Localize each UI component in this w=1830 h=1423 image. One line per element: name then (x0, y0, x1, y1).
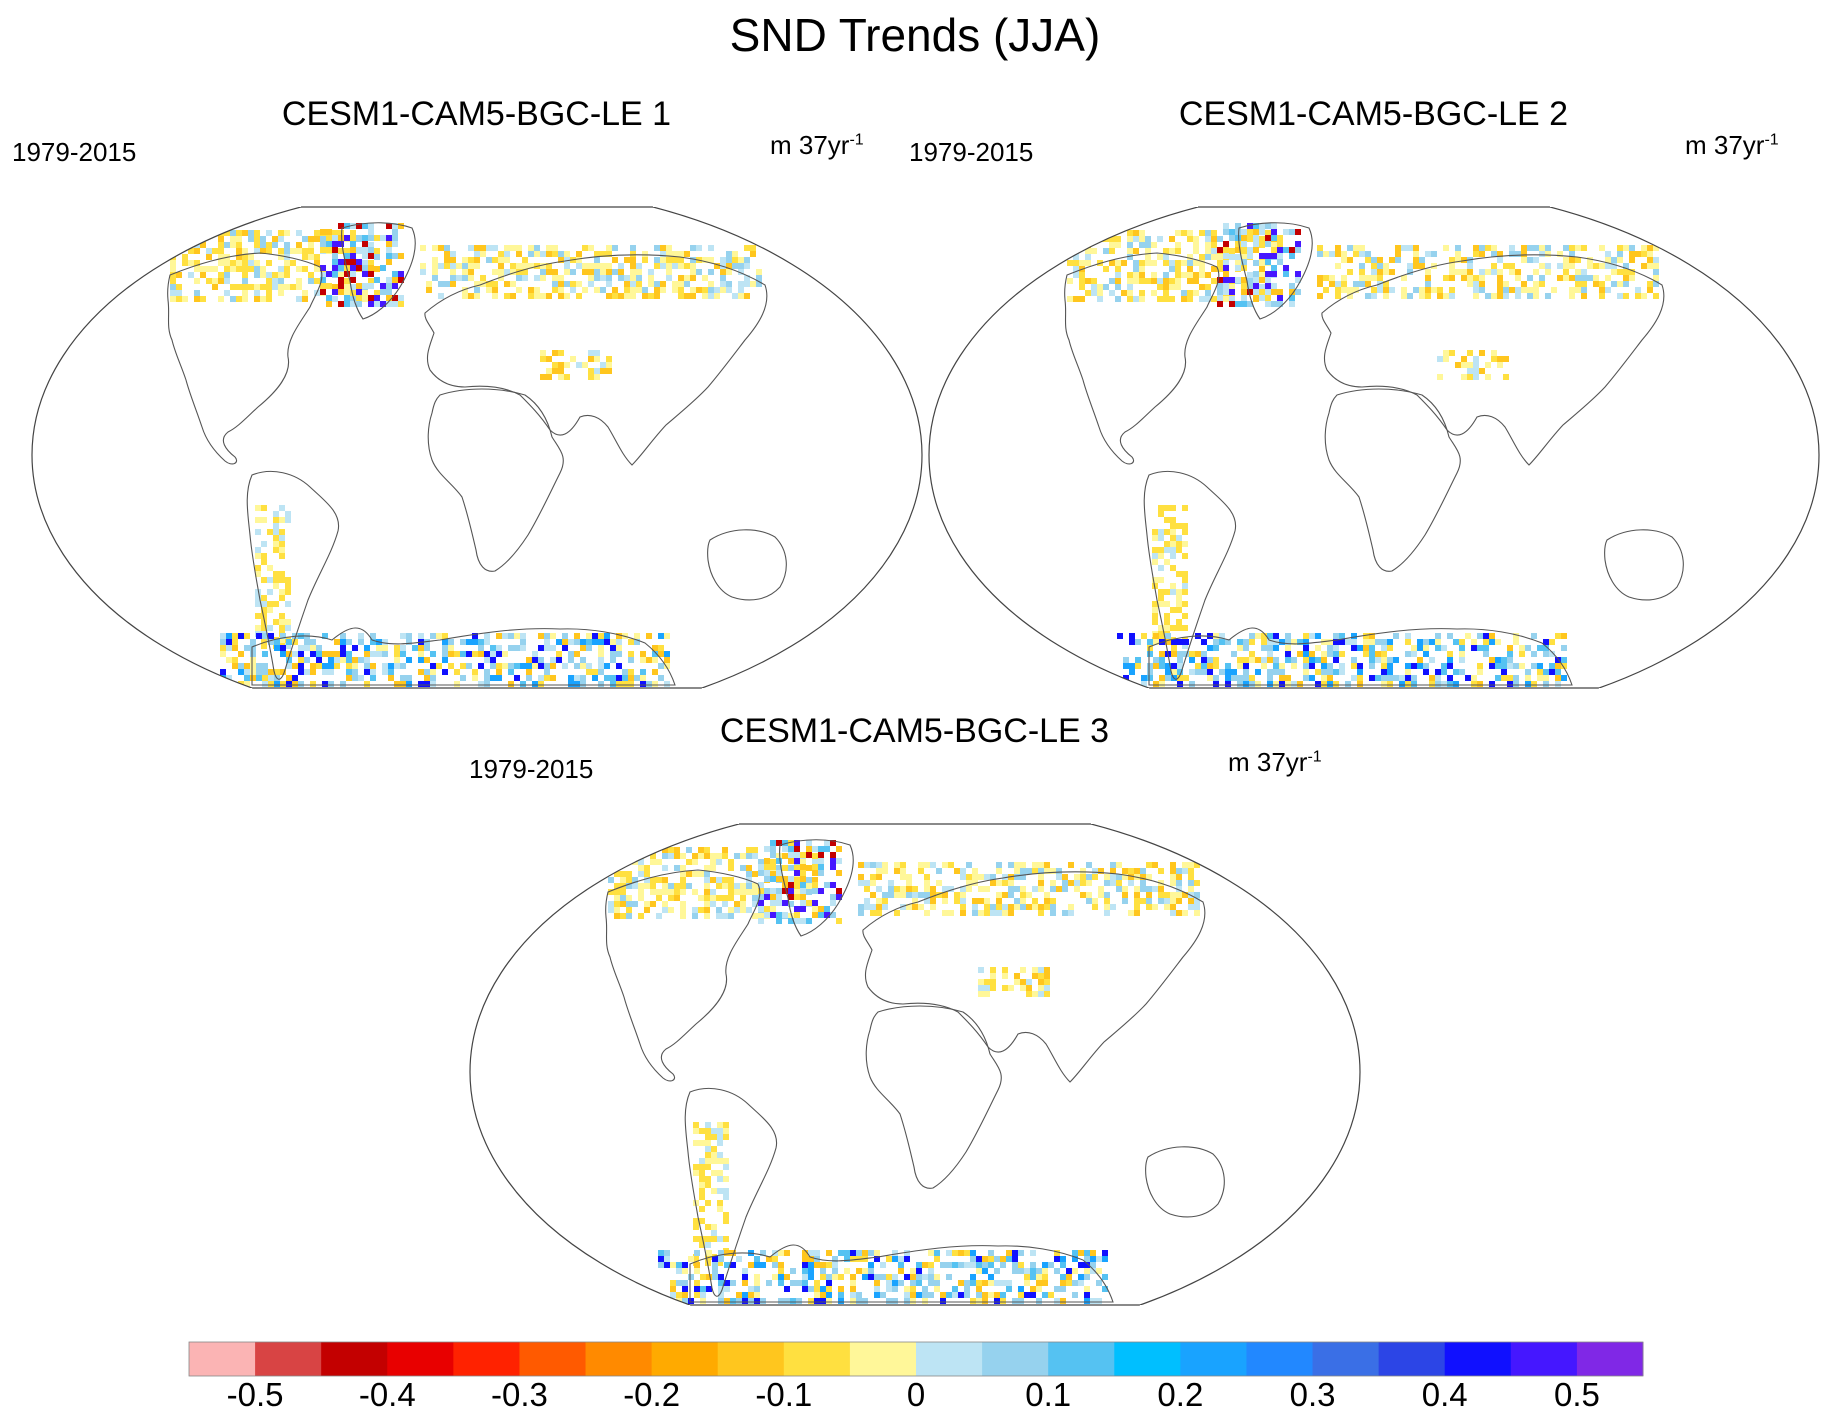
units-label: m 37yr-1 (1685, 130, 1779, 160)
colorbar-tick-label: 0.4 (1421, 1376, 1468, 1413)
colorbar-swatch (916, 1342, 983, 1376)
colorbar-swatch (255, 1342, 322, 1376)
colorbar-tick-label: -0.4 (358, 1376, 416, 1413)
colorbar-tick-label: -0.1 (755, 1376, 813, 1413)
panel-title: CESM1-CAM5-BGC-LE 1 (281, 95, 672, 133)
world-map (928, 206, 1820, 689)
colorbar-swatch (651, 1342, 719, 1376)
panel-title: CESM1-CAM5-BGC-LE 2 (1178, 95, 1569, 133)
colorbar-swatch (1312, 1342, 1380, 1376)
colorbar-swatch (453, 1342, 520, 1376)
colorbar-swatch (585, 1342, 653, 1376)
period-label: 1979-2015 (12, 137, 137, 167)
colorbar-swatch (189, 1342, 256, 1376)
world-map (31, 206, 923, 689)
colorbar-tick-label: -0.3 (491, 1376, 548, 1413)
units-label: m 37yr-1 (1228, 747, 1322, 777)
colorbar-swatch (519, 1342, 587, 1376)
colorbar-tick-label: 0.3 (1289, 1376, 1336, 1413)
colorbar-tick-label: 0 (906, 1376, 926, 1413)
colorbar-tick-label: 0.1 (1025, 1376, 1072, 1413)
colorbar-swatch (1114, 1342, 1181, 1376)
colorbar-swatch (1576, 1342, 1644, 1376)
units-label: m 37yr-1 (770, 130, 864, 160)
period-label: 1979-2015 (909, 137, 1034, 167)
colorbar-tick-label: 0.2 (1157, 1376, 1204, 1413)
panel-title: CESM1-CAM5-BGC-LE 3 (719, 712, 1110, 750)
colorbar-swatch (1048, 1342, 1115, 1376)
colorbar-swatch (1180, 1342, 1247, 1376)
figure-title: SND Trends (JJA) (729, 9, 1101, 61)
map-panel-2: CESM1-CAM5-BGC-LE 2 1979-2015 m 37yr-1 (909, 95, 1830, 695)
map-panel-1: CESM1-CAM5-BGC-LE 1 1979-2015 m 37yr-1 (12, 95, 933, 695)
colorbar-swatch (982, 1342, 1049, 1376)
map-panel-3: CESM1-CAM5-BGC-LE 3 1979-2015 m 37yr-1 (458, 712, 1371, 1312)
colorbar-swatch (1444, 1342, 1512, 1376)
colorbar-swatch (849, 1342, 917, 1376)
colorbar-swatch (1510, 1342, 1578, 1376)
colorbar-swatch (1246, 1342, 1314, 1376)
colorbar-tick-label: -0.5 (226, 1376, 284, 1413)
colorbar-swatch (783, 1342, 851, 1376)
colorbar-swatch (1378, 1342, 1446, 1376)
colorbar-tick-label: -0.2 (623, 1376, 681, 1413)
colorbar-tick-label: 0.5 (1553, 1376, 1600, 1413)
colorbar-swatch (387, 1342, 454, 1376)
world-map (469, 823, 1361, 1306)
colorbar-swatch (717, 1342, 785, 1376)
period-label: 1979-2015 (469, 754, 594, 784)
colorbar-swatch (321, 1342, 388, 1376)
